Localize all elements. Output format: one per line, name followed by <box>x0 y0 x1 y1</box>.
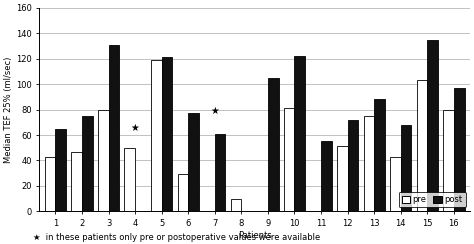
Bar <box>162 57 172 211</box>
Bar <box>284 108 294 211</box>
Bar <box>401 125 411 211</box>
Bar <box>72 152 82 211</box>
Bar <box>215 134 226 211</box>
Bar <box>45 157 55 211</box>
Bar <box>268 78 279 211</box>
Bar <box>347 120 358 211</box>
Bar <box>294 56 305 211</box>
X-axis label: Patients: Patients <box>238 231 272 240</box>
Text: ★: ★ <box>210 106 219 116</box>
Bar <box>188 113 199 211</box>
Bar <box>428 40 438 211</box>
Bar <box>454 88 465 211</box>
Text: ★  in these patients only pre or postoperative values were available: ★ in these patients only pre or postoper… <box>33 233 320 242</box>
Bar <box>125 148 135 211</box>
Bar <box>321 141 332 211</box>
Bar <box>337 146 347 211</box>
Bar <box>178 174 188 211</box>
Bar <box>417 80 428 211</box>
Bar <box>390 157 401 211</box>
Y-axis label: Median TEF 25% (ml/sec): Median TEF 25% (ml/sec) <box>4 56 13 163</box>
Bar <box>98 110 109 211</box>
Bar <box>443 110 454 211</box>
Bar <box>374 99 385 211</box>
Bar <box>109 45 119 211</box>
Bar <box>364 116 374 211</box>
Bar <box>55 129 66 211</box>
Bar <box>82 116 92 211</box>
Legend: pre, post: pre, post <box>399 192 465 207</box>
Bar <box>151 60 162 211</box>
Text: ★: ★ <box>131 122 139 132</box>
Bar <box>231 199 241 211</box>
